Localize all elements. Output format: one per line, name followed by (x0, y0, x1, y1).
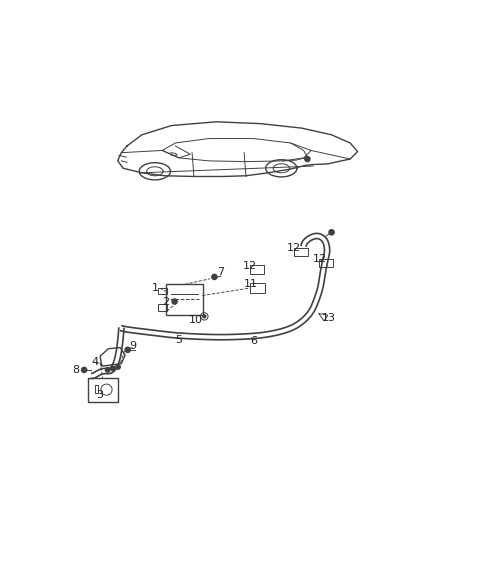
Text: 4: 4 (92, 357, 99, 368)
Text: 3: 3 (96, 390, 104, 400)
Text: 13: 13 (322, 313, 336, 323)
Circle shape (203, 315, 206, 318)
Text: 12: 12 (288, 244, 301, 253)
Text: 2: 2 (162, 297, 169, 307)
Text: 8: 8 (72, 365, 79, 375)
Circle shape (212, 274, 217, 279)
Text: 12: 12 (312, 254, 327, 265)
Circle shape (172, 299, 177, 304)
Circle shape (106, 368, 110, 372)
Text: 12: 12 (243, 261, 257, 271)
Circle shape (329, 230, 334, 235)
Circle shape (116, 365, 120, 369)
Text: 11: 11 (243, 279, 257, 288)
Text: 10: 10 (189, 315, 203, 325)
Circle shape (82, 368, 87, 373)
Text: 9: 9 (129, 341, 136, 351)
Text: 1: 1 (151, 283, 158, 293)
Circle shape (110, 366, 115, 370)
Text: 6: 6 (250, 336, 257, 347)
Text: 7: 7 (217, 267, 224, 278)
Circle shape (305, 156, 310, 162)
Text: 5: 5 (176, 335, 182, 345)
Circle shape (125, 347, 130, 352)
